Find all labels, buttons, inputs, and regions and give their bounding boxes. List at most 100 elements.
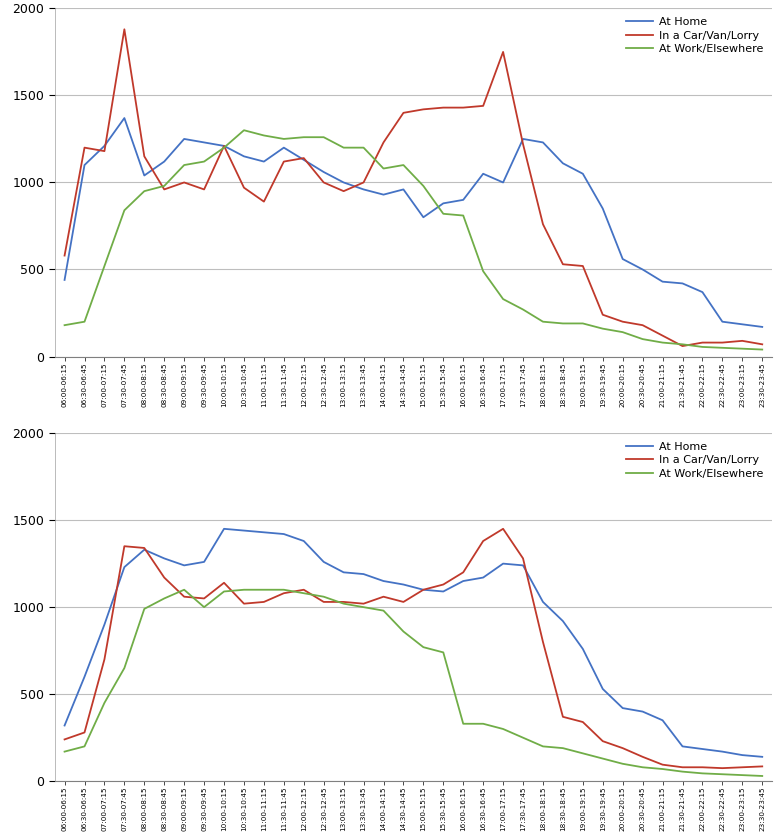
At Work/Elsewhere [200,156,209,166]
In a Car/Van/Lorry [60,250,69,260]
At Home [757,752,767,762]
In a Car/Van/Lorry [339,186,349,197]
At Work/Elsewhere [279,585,289,595]
In a Car/Van/Lorry [498,47,508,57]
At Home [279,529,289,539]
Legend: At Home, In a Car/Van/Lorry, At Work/Elsewhere: At Home, In a Car/Van/Lorry, At Work/Els… [622,438,767,482]
In a Car/Van/Lorry [618,743,627,753]
In a Car/Van/Lorry [100,146,109,156]
At Work/Elsewhere [140,186,149,197]
At Home [319,557,328,567]
At Home [160,554,169,564]
At Home [459,195,468,205]
At Home [179,560,189,570]
At Work/Elsewhere [658,764,667,774]
At Work/Elsewhere [399,160,408,170]
In a Car/Van/Lorry [319,597,328,607]
In a Car/Van/Lorry [299,153,308,163]
At Work/Elsewhere [478,719,488,729]
At Home [379,190,388,200]
At Work/Elsewhere [478,266,488,276]
At Work/Elsewhere [698,769,707,779]
At Home [219,141,229,151]
At Work/Elsewhere [179,585,189,595]
At Work/Elsewhere [319,591,328,601]
At Work/Elsewhere [339,599,349,609]
In a Car/Van/Lorry [519,554,528,564]
In a Car/Van/Lorry [239,599,249,609]
In a Car/Van/Lorry [638,752,647,762]
At Work/Elsewhere [60,320,69,330]
In a Car/Van/Lorry [738,336,747,346]
At Home [478,573,488,583]
At Home [638,706,647,717]
At Home [419,585,428,595]
At Work/Elsewhere [698,342,707,352]
At Work/Elsewhere [438,209,448,219]
At Home [219,524,229,534]
At Home [279,143,289,153]
In a Car/Van/Lorry [459,102,468,113]
At Work/Elsewhere [618,759,627,769]
In a Car/Van/Lorry [478,536,488,546]
At Work/Elsewhere [618,327,627,337]
At Home [538,597,548,607]
In a Car/Van/Lorry [738,762,747,772]
At Work/Elsewhere [200,602,209,612]
At Work/Elsewhere [119,205,129,215]
At Home [598,684,608,694]
At Home [438,198,448,208]
At Home [698,287,707,297]
At Work/Elsewhere [379,164,388,174]
In a Car/Van/Lorry [299,585,308,595]
At Home [80,672,89,682]
At Home [119,562,129,572]
At Work/Elsewhere [160,181,169,191]
At Work/Elsewhere [738,770,747,780]
At Home [60,721,69,731]
In a Car/Van/Lorry [219,141,229,151]
In a Car/Van/Lorry [319,177,328,187]
In a Car/Van/Lorry [259,197,268,207]
In a Car/Van/Lorry [200,593,209,603]
At Work/Elsewhere [598,753,608,764]
At Work/Elsewhere [319,132,328,142]
At Home [259,156,268,166]
At Work/Elsewhere [658,338,667,348]
In a Car/Van/Lorry [419,585,428,595]
In a Car/Van/Lorry [757,339,767,349]
In a Car/Van/Lorry [379,138,388,148]
At Home [558,616,568,626]
At Work/Elsewhere [399,627,408,637]
At Home [658,715,667,725]
At Work/Elsewhere [100,698,109,708]
At Work/Elsewhere [598,323,608,333]
At Home [678,742,687,752]
In a Car/Van/Lorry [598,310,608,320]
At Home [339,567,349,577]
At Home [718,317,727,327]
At Work/Elsewhere [678,339,687,349]
At Home [678,278,687,288]
At Work/Elsewhere [219,586,229,596]
At Home [638,265,647,275]
In a Car/Van/Lorry [519,139,528,150]
At Work/Elsewhere [299,588,308,598]
In a Car/Van/Lorry [478,101,488,111]
At Home [399,580,408,590]
At Work/Elsewhere [718,343,727,353]
Line: In a Car/Van/Lorry: In a Car/Van/Lorry [65,29,762,346]
At Home [519,560,528,570]
At Home [498,177,508,187]
At Work/Elsewhere [379,606,388,616]
In a Car/Van/Lorry [219,578,229,588]
In a Car/Van/Lorry [239,182,249,192]
At Work/Elsewhere [339,143,349,153]
At Work/Elsewhere [538,317,548,327]
In a Car/Van/Lorry [279,156,289,166]
In a Car/Van/Lorry [558,260,568,270]
Line: In a Car/Van/Lorry: In a Car/Van/Lorry [65,529,762,768]
In a Car/Van/Lorry [100,654,109,664]
In a Car/Van/Lorry [598,736,608,746]
In a Car/Van/Lorry [419,104,428,114]
